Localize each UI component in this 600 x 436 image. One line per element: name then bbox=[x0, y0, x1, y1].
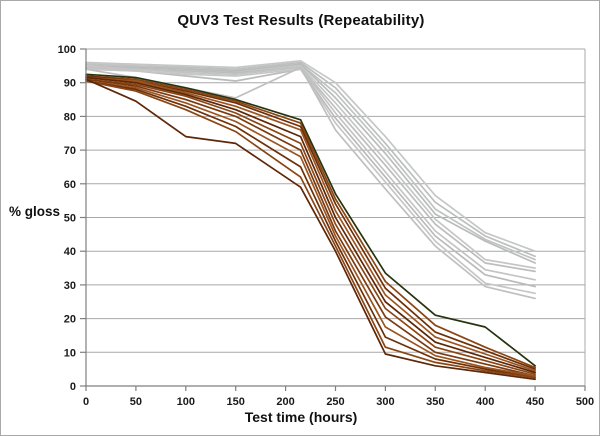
y-tick-label: 20 bbox=[64, 314, 76, 326]
y-tick-label: 50 bbox=[64, 213, 76, 225]
series-line-brown-11 bbox=[85, 78, 536, 381]
series-line-gray-9 bbox=[85, 68, 536, 295]
y-tick-label: 10 bbox=[64, 347, 76, 359]
x-tick-label: 400 bbox=[476, 396, 494, 408]
x-tick-label: 50 bbox=[130, 396, 142, 408]
x-tick-label: 250 bbox=[326, 396, 344, 408]
y-tick-label: 70 bbox=[64, 145, 76, 157]
series-line-brown-5 bbox=[85, 76, 536, 374]
series-line-brown-6 bbox=[85, 78, 536, 376]
x-tick-label: 100 bbox=[177, 396, 195, 408]
series-line-brown-1 bbox=[85, 73, 536, 367]
y-axis-title: % gloss bbox=[9, 204, 61, 219]
y-tick-label: 30 bbox=[64, 280, 76, 292]
x-tick-label: 450 bbox=[526, 396, 544, 408]
series-line-brown-10 bbox=[85, 80, 536, 379]
series-line-brown-2 bbox=[85, 75, 536, 369]
x-tick-label: 200 bbox=[276, 396, 294, 408]
x-tick-label: 300 bbox=[376, 396, 394, 408]
y-tick-label: 0 bbox=[70, 381, 76, 393]
y-tick-label: 60 bbox=[64, 179, 76, 191]
x-tick-label: 0 bbox=[83, 396, 89, 408]
x-tick-label: 150 bbox=[227, 396, 245, 408]
x-tick-label: 500 bbox=[576, 396, 594, 408]
y-tick-label: 80 bbox=[64, 111, 76, 123]
y-tick-label: 100 bbox=[58, 44, 76, 56]
series-line-brown-7 bbox=[85, 78, 536, 377]
y-tick-label: 90 bbox=[64, 78, 76, 90]
chart-title: QUV3 Test Results (Repeatability) bbox=[177, 12, 425, 29]
series-line-brown-8 bbox=[85, 80, 536, 377]
x-axis-title: Test time (hours) bbox=[244, 409, 358, 425]
y-tick-label: 40 bbox=[64, 246, 76, 258]
series-line-gray-4 bbox=[85, 63, 536, 264]
series-line-brown-3 bbox=[85, 75, 536, 370]
series-line-brown-4 bbox=[85, 76, 536, 372]
series-line-gray-7 bbox=[85, 66, 536, 281]
series-line-brown-9 bbox=[85, 80, 536, 379]
x-tick-label: 350 bbox=[426, 396, 444, 408]
series-line-gray-10 bbox=[85, 66, 536, 300]
series-line-gray-1 bbox=[85, 59, 536, 253]
